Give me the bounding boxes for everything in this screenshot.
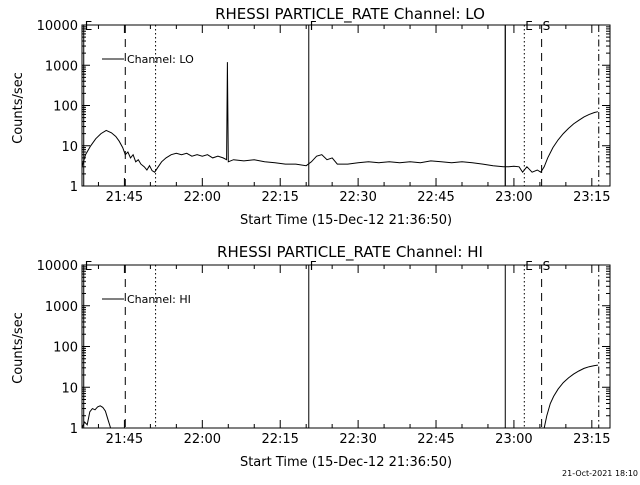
x-tick-label: 22:30 <box>339 432 376 447</box>
series-line <box>81 62 599 174</box>
x-tick-label: 23:15 <box>573 190 610 205</box>
x-tick-label: 22:00 <box>184 432 221 447</box>
y-tick-label: 1000 <box>45 300 78 315</box>
x-tick-label: 21:45 <box>106 190 143 205</box>
y-tick-label: 10000 <box>37 259 78 274</box>
y-tick-label: 1 <box>70 422 78 437</box>
y-tick-label: 1 <box>70 180 78 195</box>
y-axis-label: Counts/sec <box>11 312 26 384</box>
y-axis-label: Counts/sec <box>11 72 26 144</box>
plot-frame <box>81 24 611 187</box>
x-tick-labels: 21:45 22:00 22:15 22:30 22:45 23:00 23:15 <box>106 190 611 205</box>
x-tick-label: 22:30 <box>339 190 376 205</box>
marker-label: E <box>525 19 533 33</box>
x-tick-label: 23:00 <box>495 190 532 205</box>
marker-label: S <box>543 19 551 33</box>
marker-label: E <box>85 259 93 273</box>
plot-frame <box>81 264 611 429</box>
footer-timestamp: 21-Oct-2021 18:10 <box>562 469 638 478</box>
chart-title: RHESSI PARTICLE_RATE Channel: HI <box>217 243 483 262</box>
y-tick-label: 10000 <box>37 19 78 34</box>
chart-hi-panel: RHESSI PARTICLE_RATE Channel: HI 1101001… <box>11 243 611 470</box>
x-tick-labels: 21:45 22:00 22:15 22:30 22:45 23:00 23:15 <box>106 432 611 447</box>
legend: Channel: LO <box>102 53 194 66</box>
y-tick-label: 100 <box>53 100 78 115</box>
x-tick-label: 22:15 <box>261 190 298 205</box>
y-tick-labels: 1 10 100 1000 10000 <box>37 259 78 437</box>
y-tick-label: 100 <box>53 341 78 356</box>
legend: Channel: HI <box>102 293 191 306</box>
legend-label: Channel: LO <box>127 53 194 66</box>
legend-label: Channel: HI <box>127 293 191 306</box>
marker-label: E <box>525 259 533 273</box>
y-tick-label: 1000 <box>45 59 78 74</box>
marker-label: E <box>85 19 93 33</box>
x-tick-label: 22:45 <box>417 190 454 205</box>
x-tick-label: 22:00 <box>184 190 221 205</box>
x-tick-label: 23:00 <box>495 432 532 447</box>
x-tick-label: 21:45 <box>106 432 143 447</box>
y-tick-label: 10 <box>61 140 78 155</box>
marker-label: F <box>310 19 317 33</box>
chart-title: RHESSI PARTICLE_RATE Channel: LO <box>215 5 485 24</box>
marker-label: S <box>543 259 551 273</box>
y-tick-label: 10 <box>61 381 78 396</box>
x-tick-label: 22:45 <box>417 432 454 447</box>
x-axis-label: Start Time (15-Dec-12 21:36:50) <box>240 455 452 470</box>
x-tick-label: 23:15 <box>573 432 610 447</box>
x-tick-label: 22:15 <box>261 432 298 447</box>
x-axis-label: Start Time (15-Dec-12 21:36:50) <box>240 213 452 228</box>
marker-label: F <box>310 259 317 273</box>
chart-lo-panel: RHESSI PARTICLE_RATE Channel: LO 1101001… <box>11 5 611 228</box>
series-line <box>81 364 598 429</box>
y-tick-labels: 1 10 100 1000 10000 <box>37 19 78 195</box>
